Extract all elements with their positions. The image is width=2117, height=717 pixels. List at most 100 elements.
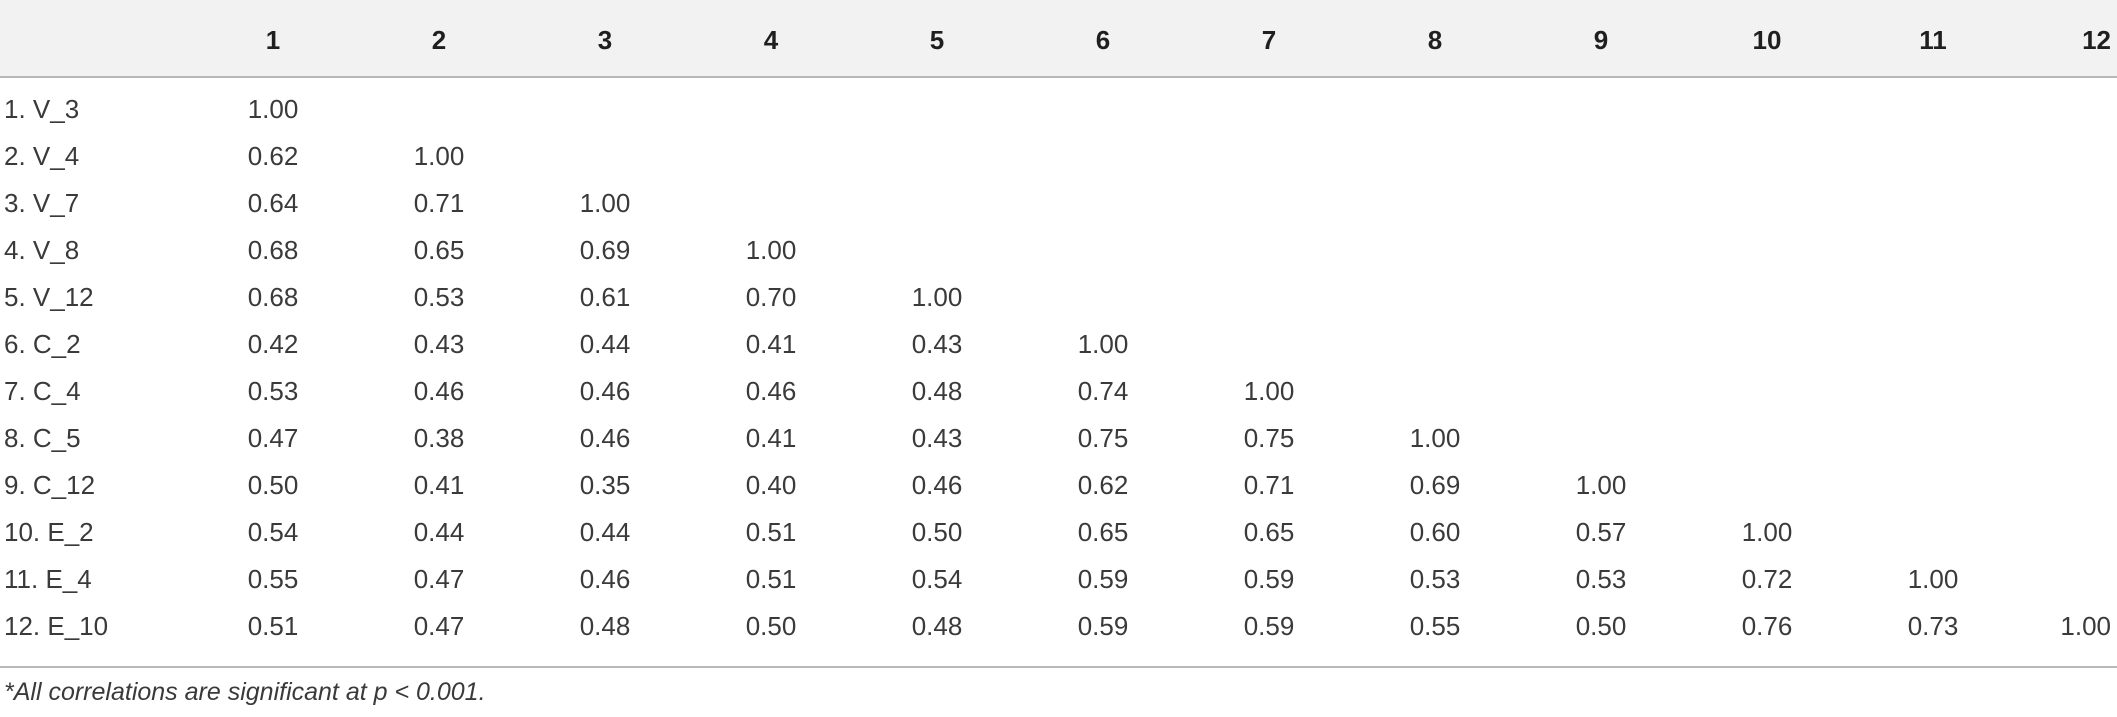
table-cell: 0.51 [745, 517, 797, 547]
table-cell [1518, 368, 1684, 415]
table-cell: 0.53 [1575, 564, 1627, 594]
row-label: 1. V_3 [4, 94, 80, 124]
header-cell-4: 4 [763, 24, 779, 55]
table-cell: 0.60 [1409, 517, 1461, 547]
table-cell [1850, 509, 2016, 556]
table-cell [1518, 321, 1684, 368]
table-cell [1850, 133, 2016, 180]
table-cell: 0.53 [413, 282, 465, 312]
table-cell: 0.51 [745, 564, 797, 594]
table-row: 4. V_8 0.68 0.65 0.69 1.00 [0, 227, 2117, 274]
table-cell: 1.00 [1409, 423, 1461, 453]
table-cell: 0.51 [247, 611, 299, 641]
header-cell-corner [0, 0, 190, 80]
table-row: 10. E_2 0.54 0.44 0.44 0.51 0.50 0.65 0.65 0.60 0… [0, 509, 2117, 556]
table-cell: 0.46 [413, 376, 465, 406]
table-cell [1518, 274, 1684, 321]
table-cell [1684, 274, 1850, 321]
table-cell: 0.48 [579, 611, 631, 641]
table-cell: 0.65 [1243, 517, 1295, 547]
header-cell-8: 8 [1427, 24, 1443, 55]
table-cell: 1.00 [1907, 564, 1959, 594]
table-cell: 0.55 [247, 564, 299, 594]
table-cell [2016, 556, 2117, 603]
table-cell: 0.59 [1243, 564, 1295, 594]
table-cell: 1.00 [413, 141, 465, 171]
table-cell [1186, 227, 1352, 274]
table-cell [1684, 321, 1850, 368]
table-cell: 1.00 [247, 94, 299, 124]
table-cell [356, 80, 522, 133]
table-row: 9. C_12 0.50 0.41 0.35 0.40 0.46 0.62 0.71 0.69 1… [0, 462, 2117, 509]
table-cell: 0.71 [413, 188, 465, 218]
header-cell-2: 2 [431, 24, 447, 55]
table-cell: 0.70 [745, 282, 797, 312]
header-cell-9: 9 [1593, 24, 1609, 55]
table-footnote: *All correlations are significant at p <… [4, 678, 486, 706]
table-cell [1352, 133, 1518, 180]
table-cell: 1.00 [2060, 611, 2111, 641]
table-cell [1850, 274, 2016, 321]
table-header: 1 2 3 4 5 6 7 8 9 10 11 12 [0, 0, 2117, 80]
table-cell [1684, 368, 1850, 415]
table-cell: 0.68 [247, 282, 299, 312]
header-cell-12: 12 [2082, 24, 2111, 55]
table-body: 1. V_3 1.00 2. V_4 0.62 1.00 3. V_7 0.64 0.71 1.… [0, 80, 2117, 650]
header-divider [0, 76, 2117, 78]
table-cell: 0.75 [1243, 423, 1295, 453]
table-cell: 0.48 [911, 611, 963, 641]
table-cell [1352, 368, 1518, 415]
row-label: 5. V_12 [4, 282, 94, 312]
table-cell [854, 180, 1020, 227]
table-cell: 0.59 [1077, 611, 1129, 641]
table-cell [1352, 321, 1518, 368]
table-row: 5. V_12 0.68 0.53 0.61 0.70 1.00 [0, 274, 2117, 321]
table-cell: 0.55 [1409, 611, 1461, 641]
table-cell [688, 133, 854, 180]
table-cell: 1.00 [1741, 517, 1793, 547]
table-cell [2016, 274, 2117, 321]
table-cell [2016, 415, 2117, 462]
table-cell: 0.69 [579, 235, 631, 265]
table-cell: 0.43 [911, 329, 963, 359]
table-cell [1518, 415, 1684, 462]
table-cell [2016, 180, 2117, 227]
table-cell [1186, 133, 1352, 180]
table-cell: 0.62 [1077, 470, 1129, 500]
table-cell [1850, 368, 2016, 415]
table-cell: 0.53 [247, 376, 299, 406]
table-cell: 0.50 [1575, 611, 1627, 641]
header-cell-1: 1 [265, 24, 281, 55]
table-cell [1850, 321, 2016, 368]
table-cell [1352, 227, 1518, 274]
table-cell [2016, 227, 2117, 274]
table-row: 3. V_7 0.64 0.71 1.00 [0, 180, 2117, 227]
table-cell [2016, 462, 2117, 509]
table-cell [1186, 274, 1352, 321]
table-cell [1186, 80, 1352, 133]
table-row: 7. C_4 0.53 0.46 0.46 0.46 0.48 0.74 1.00 [0, 368, 2117, 415]
table-cell [688, 180, 854, 227]
table-cell: 0.73 [1907, 611, 1959, 641]
table-cell: 1.00 [745, 235, 797, 265]
table-cell [2016, 133, 2117, 180]
table-cell [522, 80, 688, 133]
header-cell-10: 10 [1752, 24, 1782, 55]
table-cell: 0.53 [1409, 564, 1461, 594]
table-cell: 0.47 [413, 611, 465, 641]
table-cell: 0.74 [1077, 376, 1129, 406]
table-header-background [0, 0, 2117, 76]
table-cell: 0.43 [413, 329, 465, 359]
table-cell [1684, 227, 1850, 274]
table-cell: 0.42 [247, 329, 299, 359]
table-cell: 0.46 [579, 376, 631, 406]
table-cell [854, 80, 1020, 133]
table-cell [1186, 180, 1352, 227]
table-cell: 0.59 [1243, 611, 1295, 641]
table-row: 2. V_4 0.62 1.00 [0, 133, 2117, 180]
table-row: 12. E_10 0.51 0.47 0.48 0.50 0.48 0.59 0.59 0.55… [0, 603, 2117, 650]
table-cell: 0.40 [745, 470, 797, 500]
row-label: 2. V_4 [4, 141, 80, 171]
table-cell [1850, 180, 2016, 227]
table-cell: 0.41 [745, 329, 797, 359]
